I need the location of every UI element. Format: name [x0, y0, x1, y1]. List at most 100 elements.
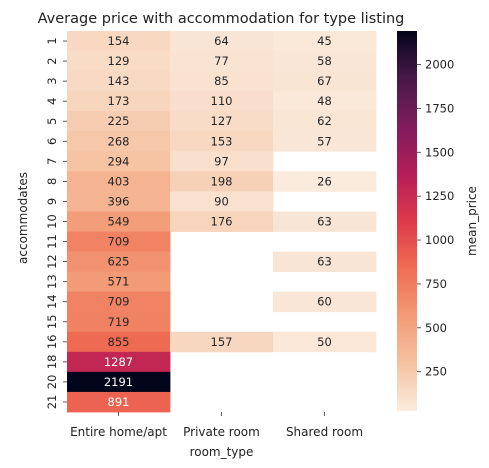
colorbar-tick-label: 1500 [425, 145, 454, 159]
y-axis-label: accommodates [16, 172, 30, 264]
colorbar-tick-label: 2000 [425, 58, 454, 72]
heatmap-cell [273, 171, 377, 192]
heatmap-cell [67, 111, 171, 132]
y-tick-label: 20 [45, 375, 59, 390]
heatmap-cell [67, 331, 171, 353]
cell-value-label: 268 [108, 134, 130, 148]
cell-value-label: 143 [108, 74, 130, 88]
heatmap-cell [67, 131, 171, 152]
colorbar [397, 31, 417, 411]
y-tick-label: 6 [45, 138, 59, 145]
colorbar-label: mean_price [465, 186, 479, 256]
heatmap-cell [170, 31, 274, 52]
x-tick-label: Private room [183, 425, 260, 439]
cell-value-label: 60 [317, 295, 332, 309]
heatmap-cell [67, 251, 171, 273]
heatmap-cell [67, 71, 171, 92]
cell-value-label: 891 [108, 395, 130, 409]
heatmap-cell [67, 91, 171, 112]
heatmap-cell [67, 171, 171, 192]
cell-value-label: 50 [317, 335, 332, 349]
x-tick-label: Shared room [286, 425, 363, 439]
heatmap-cell [273, 131, 377, 152]
x-axis-ticks: Entire home/apt Private room Shared room [70, 412, 363, 439]
y-tick-label: 15 [45, 314, 59, 329]
cell-value-label: 176 [211, 215, 233, 229]
heatmap-cell [67, 391, 171, 413]
cell-value-label: 294 [108, 154, 130, 168]
cell-value-label: 198 [211, 174, 233, 188]
heatmap-cell [170, 91, 274, 112]
y-tick-label: 3 [45, 77, 59, 84]
cell-value-label: 855 [108, 335, 130, 349]
y-tick-label: 14 [45, 294, 59, 309]
cell-value-label: 1287 [104, 355, 133, 369]
cell-value-label: 157 [211, 335, 233, 349]
heatmap-cell [67, 51, 171, 72]
heatmap-cell [170, 211, 274, 232]
x-tick-label: Entire home/apt [70, 425, 167, 439]
heatmap-cell [170, 71, 274, 92]
y-tick-label: 4 [45, 98, 59, 105]
cell-value-label: 2191 [104, 375, 133, 389]
cell-value-label: 225 [108, 114, 130, 128]
heatmap-cell [67, 291, 171, 313]
heatmap-cells [67, 31, 377, 413]
heatmap-cell [67, 231, 171, 252]
y-tick-label: 2 [45, 57, 59, 64]
heatmap-cell [67, 371, 171, 393]
heatmap-cell [170, 191, 274, 212]
cell-value-label: 58 [317, 54, 332, 68]
cell-value-label: 719 [108, 315, 130, 329]
heatmap-cell [170, 111, 274, 132]
cell-value-label: 709 [108, 235, 130, 249]
y-tick-label: 21 [45, 395, 59, 410]
cell-value-label: 45 [317, 34, 332, 48]
heatmap-cell [273, 211, 377, 232]
colorbar-tick-label: 250 [425, 365, 447, 379]
cell-value-label: 173 [108, 94, 130, 108]
cell-value-label: 396 [108, 194, 130, 208]
heatmap-cell [273, 91, 377, 112]
colorbar-ticks: 250 500 750 1000 1250 1500 1750 2000 [417, 58, 454, 379]
cell-value-label: 67 [317, 74, 332, 88]
heatmap-cell [170, 331, 274, 353]
cell-value-label: 110 [211, 94, 233, 108]
cell-value-label: 153 [211, 134, 233, 148]
colorbar-tick-label: 1750 [425, 101, 454, 115]
heatmap-cell [67, 271, 171, 293]
heatmap-cell [273, 251, 377, 273]
cell-value-label: 57 [317, 134, 332, 148]
y-tick-label: 9 [45, 198, 59, 205]
y-tick-label: 1 [45, 37, 59, 44]
heatmap-cell [273, 331, 377, 353]
y-tick-label: 5 [45, 118, 59, 125]
cell-value-label: 26 [317, 174, 332, 188]
y-tick-label: 18 [45, 355, 59, 370]
heatmap-cell [273, 111, 377, 132]
y-tick-label: 10 [45, 214, 59, 229]
cell-value-label: 63 [317, 255, 332, 269]
cell-value-label: 403 [108, 174, 130, 188]
heatmap-cell [170, 151, 274, 172]
cell-value-label: 64 [214, 34, 229, 48]
cell-value-label: 85 [214, 74, 229, 88]
y-tick-label: 13 [45, 274, 59, 289]
cell-value-label: 154 [108, 34, 130, 48]
colorbar-tick-label: 500 [425, 321, 447, 335]
y-tick-label: 8 [45, 178, 59, 185]
cell-value-label: 709 [108, 295, 130, 309]
cell-value-label: 549 [108, 215, 130, 229]
colorbar-tick-label: 750 [425, 277, 447, 291]
cell-value-label: 571 [108, 275, 130, 289]
cell-value-label: 127 [211, 114, 233, 128]
heatmap-cell [273, 291, 377, 313]
heatmap-cell [170, 171, 274, 192]
cell-value-label: 63 [317, 215, 332, 229]
cell-value-label: 62 [317, 114, 332, 128]
y-tick-label: 16 [45, 334, 59, 349]
chart-title: Average price with accommodation for typ… [38, 11, 405, 27]
heatmap-cell [67, 351, 171, 373]
